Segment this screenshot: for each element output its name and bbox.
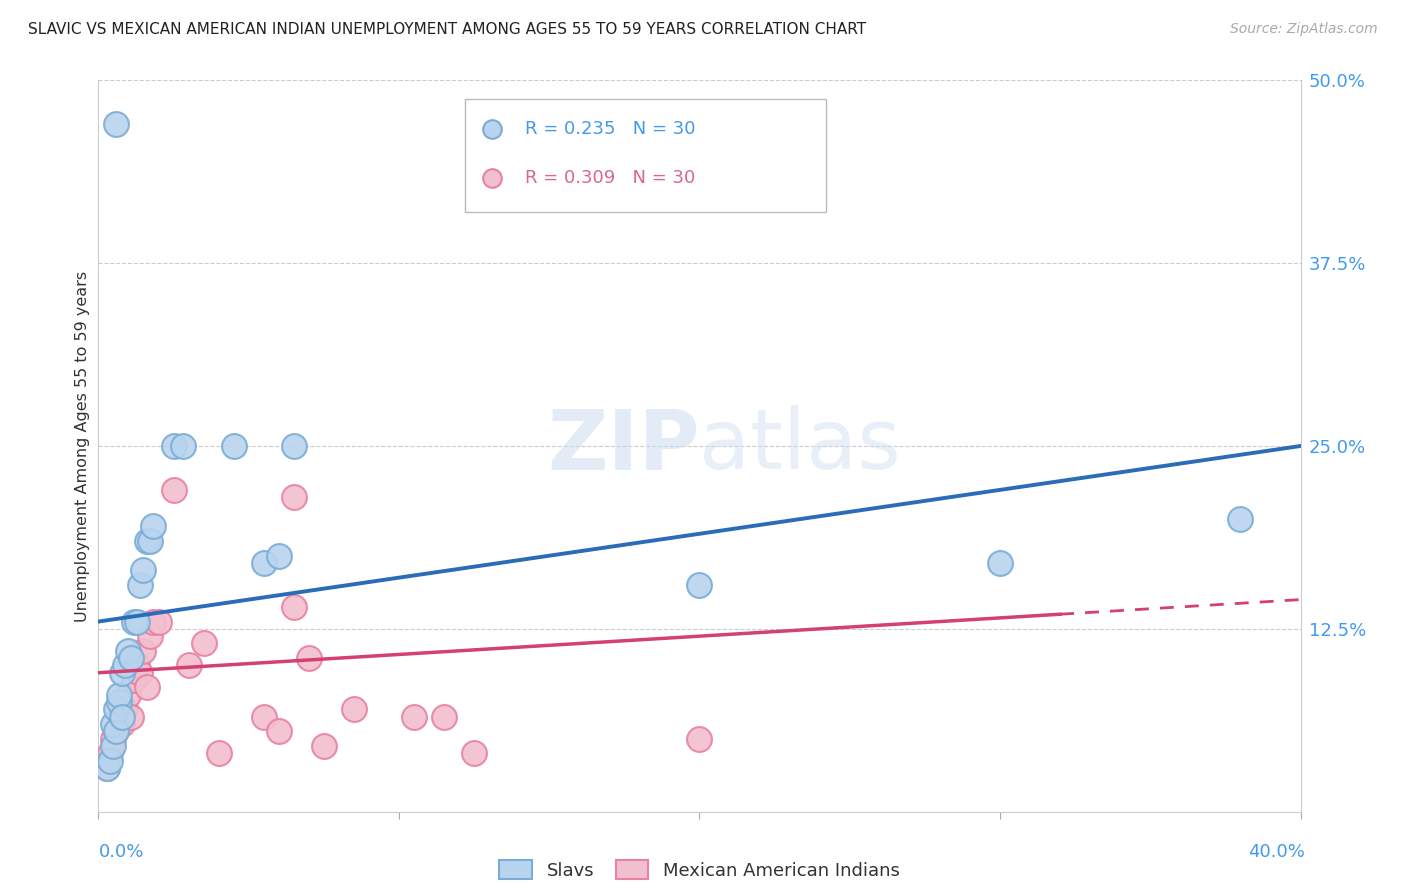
Point xyxy=(222,439,245,453)
Point xyxy=(111,665,134,680)
Point xyxy=(193,636,215,650)
Point xyxy=(111,717,134,731)
Point xyxy=(172,439,194,453)
Point xyxy=(253,709,276,723)
Point xyxy=(117,688,139,702)
Point xyxy=(988,556,1011,570)
Point xyxy=(148,615,170,629)
Point xyxy=(689,731,711,746)
Text: ZIP: ZIP xyxy=(547,406,700,486)
Text: SLAVIC VS MEXICAN AMERICAN INDIAN UNEMPLOYMENT AMONG AGES 55 TO 59 YEARS CORRELA: SLAVIC VS MEXICAN AMERICAN INDIAN UNEMPL… xyxy=(28,22,866,37)
Text: atlas: atlas xyxy=(700,406,901,486)
Point xyxy=(100,746,122,760)
Point xyxy=(689,578,711,592)
Point xyxy=(253,556,276,570)
Point xyxy=(135,534,157,549)
Point xyxy=(108,688,131,702)
Point xyxy=(267,724,290,739)
Point xyxy=(433,709,456,723)
Point xyxy=(343,702,366,716)
Point xyxy=(141,519,163,533)
Point xyxy=(124,673,146,687)
Point xyxy=(283,490,305,504)
Point xyxy=(208,746,231,760)
Point xyxy=(1229,512,1251,526)
Point xyxy=(283,599,305,614)
Point xyxy=(162,483,184,497)
Point xyxy=(103,731,125,746)
Point xyxy=(141,615,163,629)
Point xyxy=(129,578,152,592)
Point xyxy=(402,709,425,723)
Y-axis label: Unemployment Among Ages 55 to 59 years: Unemployment Among Ages 55 to 59 years xyxy=(75,270,90,622)
Point xyxy=(267,549,290,563)
Point xyxy=(96,761,118,775)
Point xyxy=(111,709,134,723)
Text: Source: ZipAtlas.com: Source: ZipAtlas.com xyxy=(1230,22,1378,37)
Point xyxy=(124,615,146,629)
Point xyxy=(138,534,160,549)
Point xyxy=(121,651,143,665)
Point xyxy=(105,724,128,739)
Point xyxy=(105,117,128,131)
Text: 0.0%: 0.0% xyxy=(98,843,143,861)
Point xyxy=(100,754,122,768)
Point xyxy=(103,739,125,753)
Point xyxy=(283,439,305,453)
Point xyxy=(132,563,155,577)
Point xyxy=(103,717,125,731)
Point xyxy=(177,658,200,673)
Legend: Slavs, Mexican American Indians: Slavs, Mexican American Indians xyxy=(492,853,907,887)
Text: R = 0.309   N = 30: R = 0.309 N = 30 xyxy=(526,169,696,186)
Point xyxy=(138,629,160,643)
Text: R = 0.235   N = 30: R = 0.235 N = 30 xyxy=(526,120,696,138)
Point xyxy=(96,761,118,775)
Point xyxy=(114,702,136,716)
Point xyxy=(463,746,485,760)
Point xyxy=(132,644,155,658)
Point xyxy=(114,658,136,673)
Point xyxy=(312,739,335,753)
Point xyxy=(135,681,157,695)
Point xyxy=(298,651,321,665)
Point xyxy=(108,695,131,709)
Point xyxy=(117,644,139,658)
Point xyxy=(121,709,143,723)
FancyBboxPatch shape xyxy=(465,99,825,212)
Point xyxy=(129,665,152,680)
Point xyxy=(105,724,128,739)
Point xyxy=(127,615,149,629)
Point xyxy=(108,717,131,731)
Point xyxy=(105,702,128,716)
Point xyxy=(162,439,184,453)
Point xyxy=(127,658,149,673)
Text: 40.0%: 40.0% xyxy=(1249,843,1305,861)
